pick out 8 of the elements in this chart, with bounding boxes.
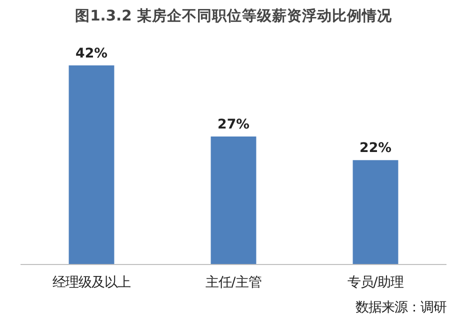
x-tick-label: 主任/主管 — [205, 274, 262, 290]
x-tick-label: 经理级及以上 — [52, 276, 130, 290]
x-tick-label: 专员/助理 — [347, 276, 404, 290]
data-label: 22% — [360, 141, 392, 156]
data-label: 42% — [76, 46, 108, 62]
data-label: 27% — [218, 117, 250, 132]
chart-title: 图1.3.2 某房企不同职位等级薪资浮动比例情况 — [75, 6, 393, 24]
source-note: 数据来源：调研 — [356, 300, 446, 316]
